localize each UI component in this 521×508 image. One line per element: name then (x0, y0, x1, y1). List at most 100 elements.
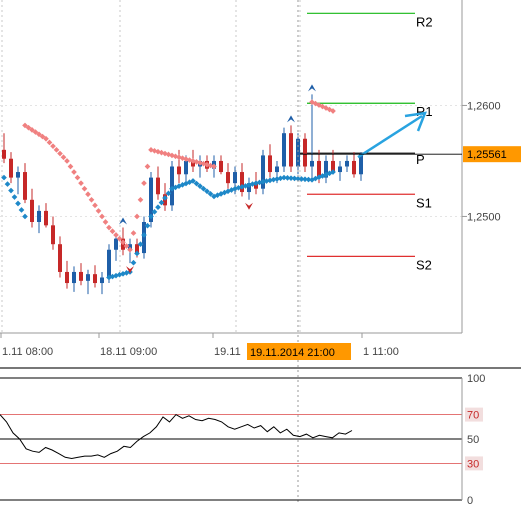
candle-body (51, 225, 55, 245)
sar-dot (102, 219, 109, 225)
candle-body (317, 160, 321, 178)
candle-body (100, 277, 104, 284)
candle-body (275, 166, 279, 173)
candle-body (30, 199, 34, 222)
sar-dot (116, 235, 123, 242)
current-price-badge (463, 146, 521, 163)
candle-body (226, 172, 230, 184)
candle-body (359, 154, 363, 175)
sar-dot (8, 187, 14, 194)
sar-dot (11, 194, 18, 200)
sar-dot (50, 143, 56, 149)
candle-body (107, 249, 111, 278)
sar-dot (120, 239, 126, 246)
sar-dot (95, 208, 102, 214)
sar-dot (74, 174, 81, 181)
fractal-up-marker (308, 84, 316, 92)
sar-dot (78, 180, 84, 186)
sar-dot (130, 259, 137, 266)
osc-level-badge (465, 407, 483, 422)
sar-dot (4, 181, 11, 187)
sar-dot (57, 150, 63, 157)
candle-body (177, 166, 181, 175)
sar-dot (305, 176, 312, 183)
candle-body (240, 172, 244, 193)
projection-arrow-head-icon (404, 111, 427, 132)
sar-dot (295, 175, 301, 182)
sar-dot (113, 232, 119, 238)
pivot-label-p: P (416, 152, 425, 167)
sar-dot (67, 163, 74, 170)
sar-dot (148, 213, 154, 220)
osc-tick-label: 50 (467, 434, 479, 446)
sar-dot (92, 202, 98, 209)
sar-dot (127, 246, 133, 253)
sar-dot (162, 195, 168, 201)
candle-body (352, 160, 356, 175)
candle-body (135, 244, 139, 254)
candle-body (44, 210, 48, 226)
sar-dot (155, 204, 161, 211)
price-tick-label: 1,2600 (467, 100, 501, 112)
sar-dot (22, 122, 28, 129)
candle-body (345, 160, 349, 167)
candle-body (16, 172, 20, 178)
fractal-down-marker (126, 266, 134, 274)
candle-body (58, 244, 62, 272)
candle-body (261, 155, 265, 189)
sar-dot (330, 108, 336, 114)
sar-dot (204, 188, 210, 195)
sar-dot (18, 207, 25, 213)
sar-dot (330, 169, 336, 175)
candle-body (296, 138, 300, 167)
candle-body (9, 158, 13, 178)
sar-dot (193, 180, 200, 187)
sar-dot (60, 154, 67, 161)
candle-body (233, 172, 237, 184)
sar-dot (144, 222, 151, 229)
sar-dot (81, 185, 88, 192)
osc-level-badge (465, 456, 483, 471)
pivot-label-s1: S1 (416, 195, 432, 210)
sar-dot (288, 175, 294, 181)
candle-body (324, 160, 328, 178)
time-tick-label: 18.11 09:00 (100, 346, 157, 358)
candle-body (156, 177, 160, 195)
oscillator-line (0, 413, 353, 460)
pivot-label-r1: R1 (416, 104, 433, 119)
candle-body (331, 160, 335, 173)
candle-body (282, 133, 286, 167)
sar-dot (302, 176, 308, 183)
sar-dot (165, 190, 172, 197)
sar-dot (15, 200, 21, 207)
candle-body (184, 160, 188, 175)
sar-dot (200, 185, 207, 192)
sar-dot (211, 163, 217, 170)
sar-dot (25, 124, 32, 131)
sar-dot (144, 163, 151, 170)
sar-dot (137, 196, 144, 203)
sar-dot (134, 213, 140, 220)
osc-tick-label: 0 (467, 495, 473, 505)
sar-dot (71, 169, 77, 175)
fractal-down-marker (245, 202, 253, 210)
candle-body (268, 155, 272, 173)
sar-dot (291, 175, 298, 182)
pivot-label-r2: R2 (416, 14, 433, 29)
fractal-up-marker (287, 115, 295, 123)
sar-dot (106, 224, 112, 231)
sar-dot (281, 174, 287, 181)
candle-body (149, 177, 153, 222)
oscillator-pane: 100 70 50 30 0 (0, 367, 521, 507)
fractal-markers (119, 84, 316, 274)
candle-body (93, 274, 97, 284)
sar-dot (151, 208, 158, 215)
candle-body (310, 160, 314, 167)
candle-body (303, 138, 307, 167)
sar-dot (99, 213, 105, 220)
time-tick-label: 1.11 08:00 (2, 346, 53, 358)
sar-dot (22, 213, 28, 220)
